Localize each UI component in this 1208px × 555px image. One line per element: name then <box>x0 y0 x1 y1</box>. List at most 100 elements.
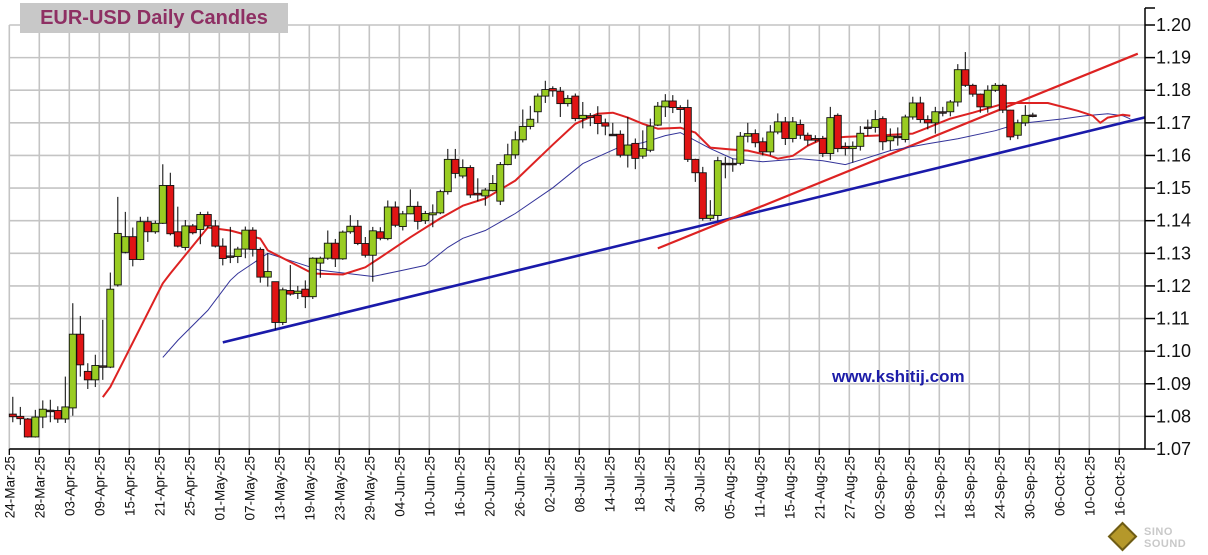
x-tick-label: 18-Jul-25 <box>632 456 647 512</box>
candle-body-up <box>983 89 992 108</box>
candle <box>1006 109 1015 141</box>
x-tick-label: 14-Jul-25 <box>602 456 617 512</box>
candle <box>863 119 872 136</box>
y-tick-label: 1.17 <box>1156 113 1191 133</box>
candle <box>601 118 610 136</box>
candle <box>481 188 490 206</box>
x-tick-label: 02-Sep-25 <box>872 456 887 519</box>
candle-body-up <box>931 111 940 124</box>
candle <box>301 280 310 309</box>
candle-body-down <box>211 225 220 247</box>
candle <box>383 200 392 241</box>
x-tick-label: 15-Apr-25 <box>122 456 137 516</box>
candle-body-up <box>863 126 872 130</box>
candle-body-up <box>646 125 655 151</box>
candle-body-down <box>248 229 257 250</box>
candle <box>788 116 797 143</box>
candle-body-up <box>623 144 632 156</box>
candle-body-up <box>938 111 947 114</box>
candle <box>743 122 752 143</box>
candle <box>166 172 175 236</box>
candle-body-up <box>901 116 910 140</box>
candle <box>833 113 842 153</box>
candle <box>488 175 497 192</box>
candle-body-up <box>953 69 962 103</box>
candle <box>61 376 70 423</box>
candle <box>316 256 325 278</box>
candle <box>286 265 295 296</box>
candle <box>998 83 1007 114</box>
candle-body-down <box>811 138 820 141</box>
candle <box>661 94 670 117</box>
candle <box>323 230 332 260</box>
candle <box>796 119 805 140</box>
candle-body-down <box>361 243 370 256</box>
candle-body-down <box>961 69 970 86</box>
candle <box>391 201 400 228</box>
candle-body-up <box>151 222 160 233</box>
candle <box>706 200 715 221</box>
candle <box>556 86 565 117</box>
candle <box>683 99 692 162</box>
trend-line-support <box>222 116 1146 344</box>
candle <box>443 148 452 195</box>
candle-body-up <box>766 131 775 153</box>
candle <box>563 95 572 107</box>
candle <box>368 226 377 282</box>
candle-body-up <box>91 365 100 381</box>
candle-body-up <box>856 132 865 147</box>
candle <box>938 106 947 117</box>
candle-body-up <box>241 229 250 250</box>
x-tick-label: 16-Jun-25 <box>452 456 467 517</box>
candle <box>653 101 662 127</box>
x-tick-label: 06-Oct-25 <box>1052 456 1067 516</box>
candle <box>668 95 677 114</box>
candle <box>983 85 992 113</box>
candle <box>361 237 370 258</box>
x-tick-label: 07-May-25 <box>242 456 257 521</box>
trend-line-channel <box>657 52 1139 250</box>
candle-body-up <box>661 100 670 108</box>
candle-body-up <box>68 333 77 409</box>
candle <box>646 118 655 153</box>
candle <box>766 125 775 156</box>
candle <box>751 129 760 148</box>
candle-body-down <box>218 245 227 259</box>
y-tick-label: 1.13 <box>1156 243 1191 263</box>
candle <box>991 83 1000 92</box>
x-tick-label: 09-Apr-25 <box>92 456 107 516</box>
candle-body-down <box>173 231 182 247</box>
candle <box>803 132 812 146</box>
candle <box>308 257 317 299</box>
candle <box>83 363 92 389</box>
y-tick-label: 1.18 <box>1156 80 1191 100</box>
candle <box>188 223 197 235</box>
x-tick-label: 10-Oct-25 <box>1082 456 1097 516</box>
candle <box>691 158 700 182</box>
candle-body-down <box>593 114 602 124</box>
candle-body-up <box>121 236 130 253</box>
candle-body-down <box>833 114 842 150</box>
candle-body-up <box>481 189 490 197</box>
x-tick-label: 16-Oct-25 <box>1112 456 1127 516</box>
candle <box>548 86 557 97</box>
candle-body-up <box>293 290 302 294</box>
candle-body-up <box>406 205 415 215</box>
candle-body-up <box>1028 114 1037 117</box>
candle-body-down <box>683 107 692 160</box>
candle <box>1013 119 1022 140</box>
x-tick-label: 26-Jun-25 <box>512 456 527 517</box>
candle-body-down <box>166 185 175 235</box>
x-tick-label: 10-Jun-25 <box>422 456 437 517</box>
candle <box>736 131 745 166</box>
candle-body-up <box>713 160 722 216</box>
candle-body-down <box>8 413 17 418</box>
candle-body-down <box>781 121 790 139</box>
y-tick-label: 1.15 <box>1156 178 1191 198</box>
candle-body-up <box>578 114 587 120</box>
candle-body-down <box>631 142 640 159</box>
candle-body-down <box>391 206 400 226</box>
x-tick-label: 28-Mar-25 <box>32 456 47 518</box>
candle <box>698 166 707 221</box>
candle-body-down <box>608 133 617 137</box>
